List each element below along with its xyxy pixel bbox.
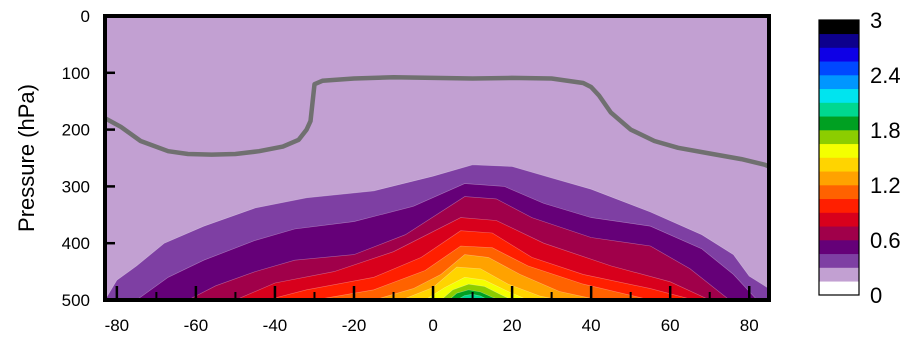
colorbar-swatch xyxy=(819,171,859,186)
colorbar-tick-label: 2.4 xyxy=(870,63,901,88)
x-tick-label: 0 xyxy=(428,316,437,335)
y-tick-label: 100 xyxy=(62,64,90,83)
x-tick-label: -20 xyxy=(342,316,367,335)
colorbar-swatch xyxy=(819,20,859,35)
colorbar-swatch xyxy=(819,75,859,90)
y-tick-label: 200 xyxy=(62,121,90,140)
filled-contours xyxy=(105,16,769,300)
colorbar-swatch xyxy=(819,47,859,62)
colorbar-tick-label: 1.2 xyxy=(870,173,901,198)
plot-border xyxy=(103,14,771,302)
colorbar-swatch xyxy=(819,61,859,76)
colorbar-swatch xyxy=(819,157,859,172)
y-tick-label: 500 xyxy=(62,291,90,310)
y-tick-label: 400 xyxy=(62,234,90,253)
x-tick-label: -40 xyxy=(263,316,288,335)
colorbar-swatch xyxy=(819,212,859,227)
x-tick-label: 80 xyxy=(740,316,759,335)
colorbar-swatch xyxy=(819,130,859,145)
plot-frame xyxy=(103,14,771,302)
x-tick-label: 60 xyxy=(661,316,680,335)
y-tick-label: 0 xyxy=(81,7,90,26)
x-axis: -80 -60 -40 -20 0 20 40 60 80 xyxy=(105,286,759,335)
colorbar-swatch xyxy=(819,88,859,103)
colorbar-swatch xyxy=(819,240,859,255)
colorbar-swatch xyxy=(819,281,859,296)
colorbar-tick-label: 0.6 xyxy=(870,228,901,253)
colorbar-swatch xyxy=(819,116,859,131)
contour-line xyxy=(105,75,769,169)
colorbar-swatch xyxy=(819,267,859,282)
colorbar-tick-label: 1.8 xyxy=(870,118,901,143)
y-axis-title: Pressure (hPa) xyxy=(14,84,39,232)
colorbar-swatch xyxy=(819,143,859,158)
x-tick-label: -80 xyxy=(105,316,130,335)
x-tick-label: 40 xyxy=(582,316,601,335)
colorbar-border xyxy=(818,19,860,296)
y-tick-label: 300 xyxy=(62,177,90,196)
colorbar-swatch xyxy=(819,198,859,213)
colorbar-swatch xyxy=(819,185,859,200)
colorbar: 0 0.6 1.2 1.8 2.4 3 xyxy=(818,8,901,308)
x-tick-label: 20 xyxy=(503,316,522,335)
y-axis: 0 100 200 300 400 500 xyxy=(62,7,115,310)
colorbar-swatch xyxy=(819,253,859,268)
colorbar-swatch xyxy=(819,33,859,48)
colorbar-tick-label: 3 xyxy=(870,8,882,33)
x-tick-label: -60 xyxy=(184,316,209,335)
colorbar-swatch xyxy=(819,102,859,117)
colorbar-tick-label: 0 xyxy=(870,283,882,308)
colorbar-swatch xyxy=(819,226,859,241)
